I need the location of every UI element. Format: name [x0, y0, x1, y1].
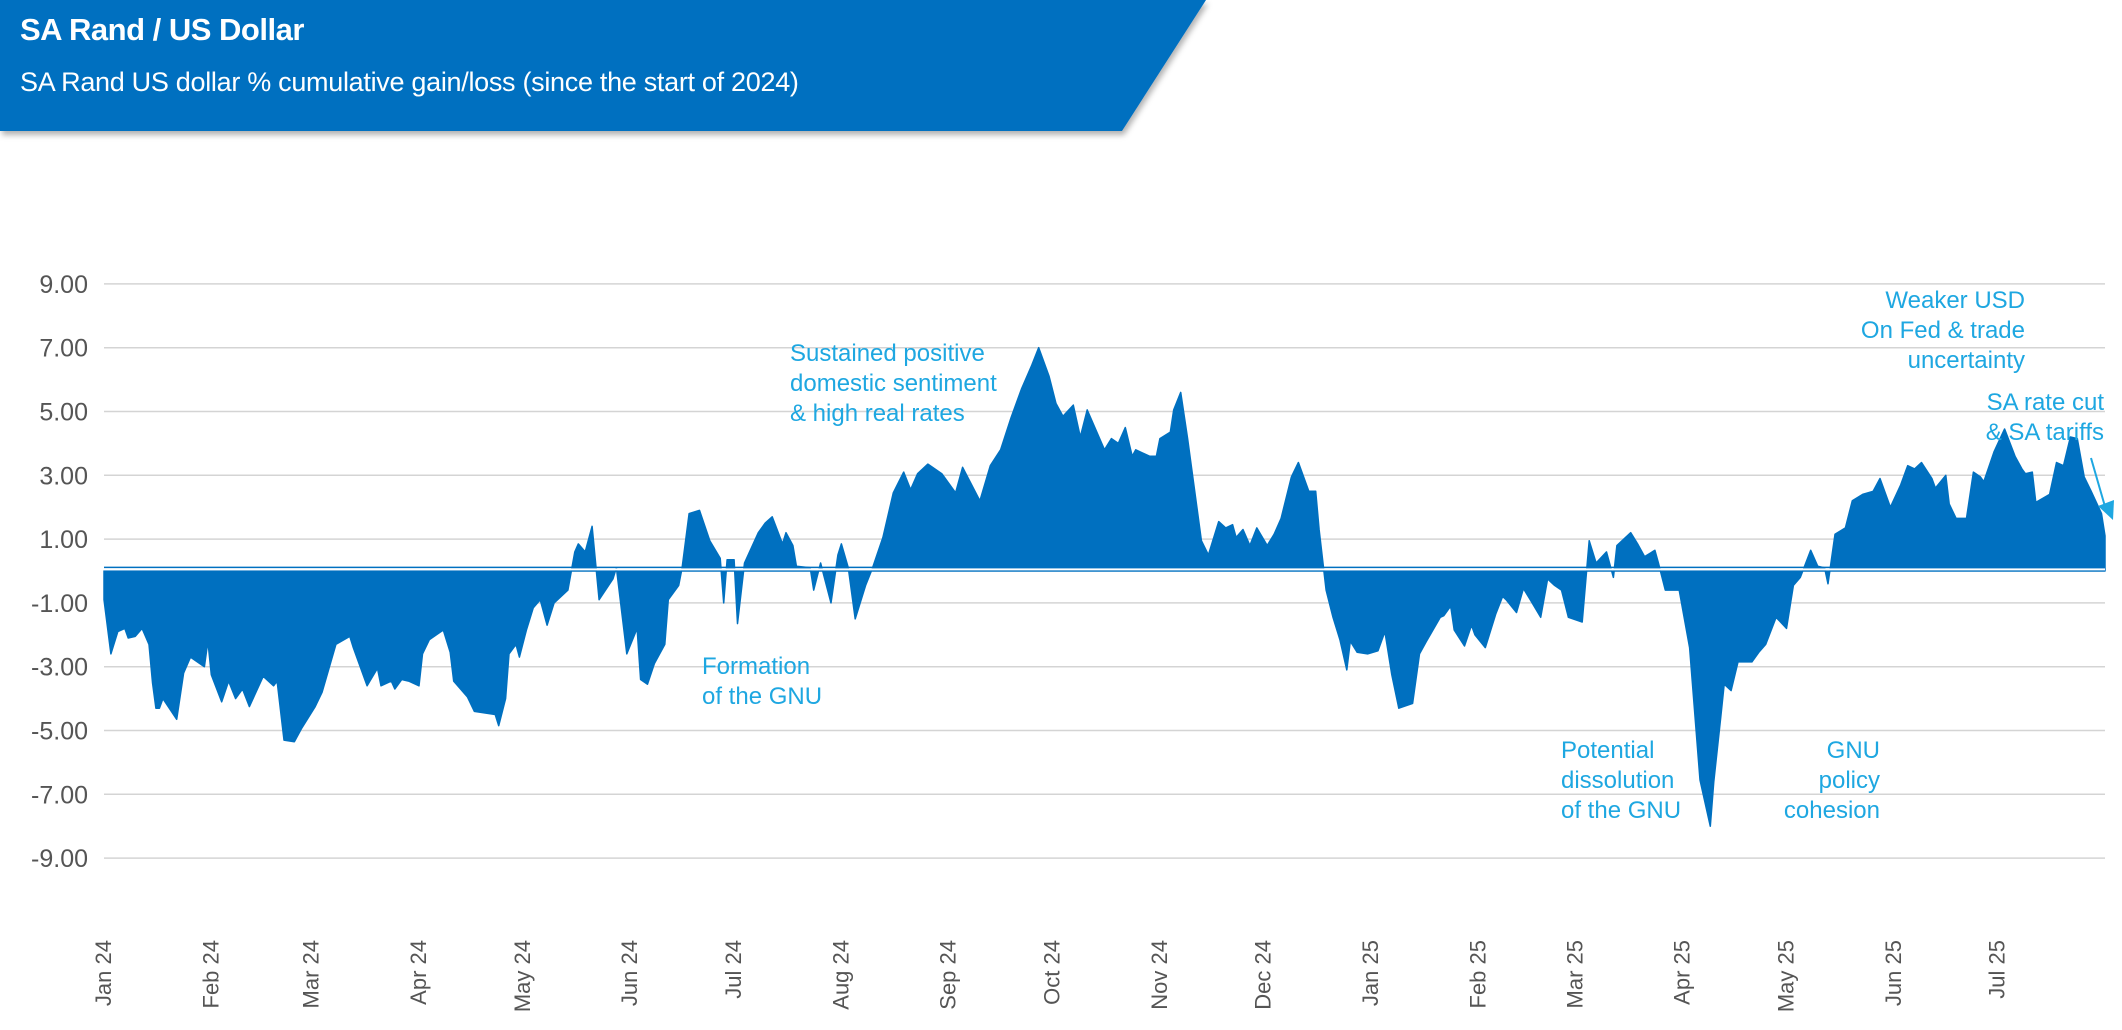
x-tick-label: Feb 25	[1465, 940, 1490, 1009]
y-tick-label: -7.00	[31, 781, 88, 809]
y-tick-label: -5.00	[31, 718, 88, 746]
x-tick-label: Jul 24	[721, 940, 746, 999]
area-series	[103, 346, 2106, 827]
annotation-arrow	[2090, 457, 2114, 520]
x-tick-label: Jan 25	[1358, 940, 1383, 1006]
x-tick-label: Sep 24	[936, 940, 961, 1010]
header-shape	[0, 0, 1206, 131]
y-tick-label: 1.00	[39, 526, 88, 554]
x-tick-label: Jul 25	[1985, 940, 2010, 999]
annotation-dissolution: Potential dissolution of the GNU	[1561, 737, 1682, 824]
x-tick-label: May 24	[510, 940, 535, 1012]
y-tick-label: -9.00	[31, 845, 88, 873]
x-tick-label: Jun 24	[617, 940, 642, 1006]
x-tick-label: May 25	[1774, 940, 1799, 1012]
x-tick-label: Mar 25	[1562, 940, 1587, 1008]
y-tick-label: -1.00	[31, 590, 88, 618]
chart-title: SA Rand / US Dollar	[20, 12, 304, 47]
x-tick-label: Feb 24	[198, 940, 223, 1009]
x-tick-label: Jun 25	[1881, 940, 1906, 1006]
x-tick-label: Oct 24	[1040, 940, 1065, 1005]
x-tick-label: Dec 24	[1251, 940, 1276, 1010]
annotation-weaker-usd: Weaker USD On Fed & trade uncertainty	[1860, 287, 2025, 374]
x-tick-label: Apr 25	[1670, 940, 1695, 1005]
header-banner: SA Rand / US Dollar SA Rand US dollar % …	[0, 0, 1220, 136]
y-tick-label: 7.00	[39, 335, 88, 363]
x-tick-label: Mar 24	[299, 940, 324, 1008]
annotation-rate-cut: SA rate cut & SA tariffs	[1985, 389, 2104, 446]
annotation-cohesion: GNU policy cohesion	[1783, 737, 1880, 824]
x-tick-label: Nov 24	[1147, 940, 1172, 1010]
x-tick-label: Aug 24	[828, 940, 853, 1010]
chart-subtitle: SA Rand US dollar % cumulative gain/loss…	[20, 67, 799, 97]
x-axis: Jan 24 Feb 24 Mar 24 Apr 24 May 24 Jun 24 Jul …	[91, 940, 2010, 1012]
y-tick-label: 5.00	[39, 399, 88, 427]
x-tick-label: Apr 24	[406, 940, 431, 1005]
annotation-sentiment: Sustained positive domestic sentiment & …	[790, 340, 997, 427]
x-tick-label: Jan 24	[91, 940, 116, 1006]
annotation-formation: Formation of the GNU	[702, 653, 823, 710]
y-tick-label: 3.00	[39, 462, 88, 490]
y-axis: 9.00 7.00 5.00 3.00 1.00 -1.00 -3.00 -5.00 -7.00…	[31, 271, 88, 873]
y-tick-label: 9.00	[39, 271, 88, 299]
y-tick-label: -3.00	[31, 654, 88, 682]
